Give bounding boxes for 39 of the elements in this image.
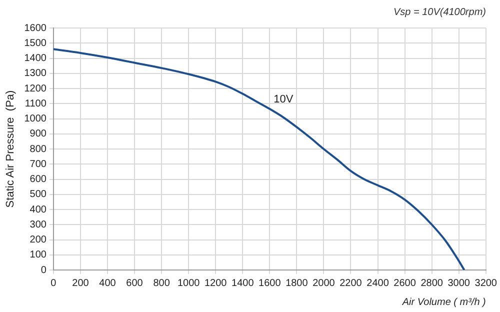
x-tick-label: 400	[99, 278, 116, 289]
x-tick-label: 1600	[258, 278, 282, 289]
y-tick-label: 700	[30, 158, 47, 170]
x-tick-label: 600	[126, 278, 144, 289]
y-tick-label: 1400	[24, 53, 47, 64]
y-tick-label: 200	[30, 234, 47, 246]
series-label: 10V	[274, 93, 294, 106]
x-tick-label: 2600	[394, 278, 416, 289]
chart-title: Vsp = 10V(4100rpm)	[393, 6, 486, 18]
y-tick-label: 1300	[24, 68, 47, 80]
y-tick-label: 1100	[24, 98, 47, 110]
x-tick-label: 800	[153, 278, 170, 289]
y-tick-label: 1500	[24, 38, 47, 49]
y-tick-label: 800	[30, 144, 47, 155]
x-tick-label: 1200	[204, 278, 228, 289]
y-tick-label: 400	[30, 204, 47, 216]
y-tick-label: 900	[30, 128, 47, 140]
y-tick-label: 100	[30, 250, 47, 261]
y-tick-label: 500	[30, 189, 47, 200]
x-tick-label: 1800	[286, 278, 308, 289]
x-axis-title: Air Volume ( m³/h )	[401, 296, 486, 308]
x-tick-label: 3200	[474, 278, 498, 289]
x-tick-label: 2800	[420, 278, 444, 289]
x-tick-label: 1000	[177, 278, 200, 289]
x-tick-label: 2200	[340, 278, 362, 289]
x-tick-label: 3000	[448, 278, 470, 289]
x-tick-label: 2400	[366, 278, 390, 289]
y-axis-title: Static Air Pressure (Pa)	[4, 90, 17, 208]
y-tick-label: 0	[40, 264, 47, 276]
y-tick-label: 1200	[24, 83, 47, 94]
y-tick-label: 1000	[24, 114, 47, 124]
y-tick-label: 300	[30, 219, 47, 230]
x-tick-label: 1400	[232, 278, 254, 289]
y-tick-label: 1600	[24, 22, 47, 34]
y-tick-label: 600	[30, 174, 47, 185]
x-tick-label: 200	[72, 278, 90, 289]
x-tick-label: 2000	[312, 278, 336, 289]
line-series	[53, 48, 466, 270]
x-tick-label: 0	[50, 278, 57, 289]
